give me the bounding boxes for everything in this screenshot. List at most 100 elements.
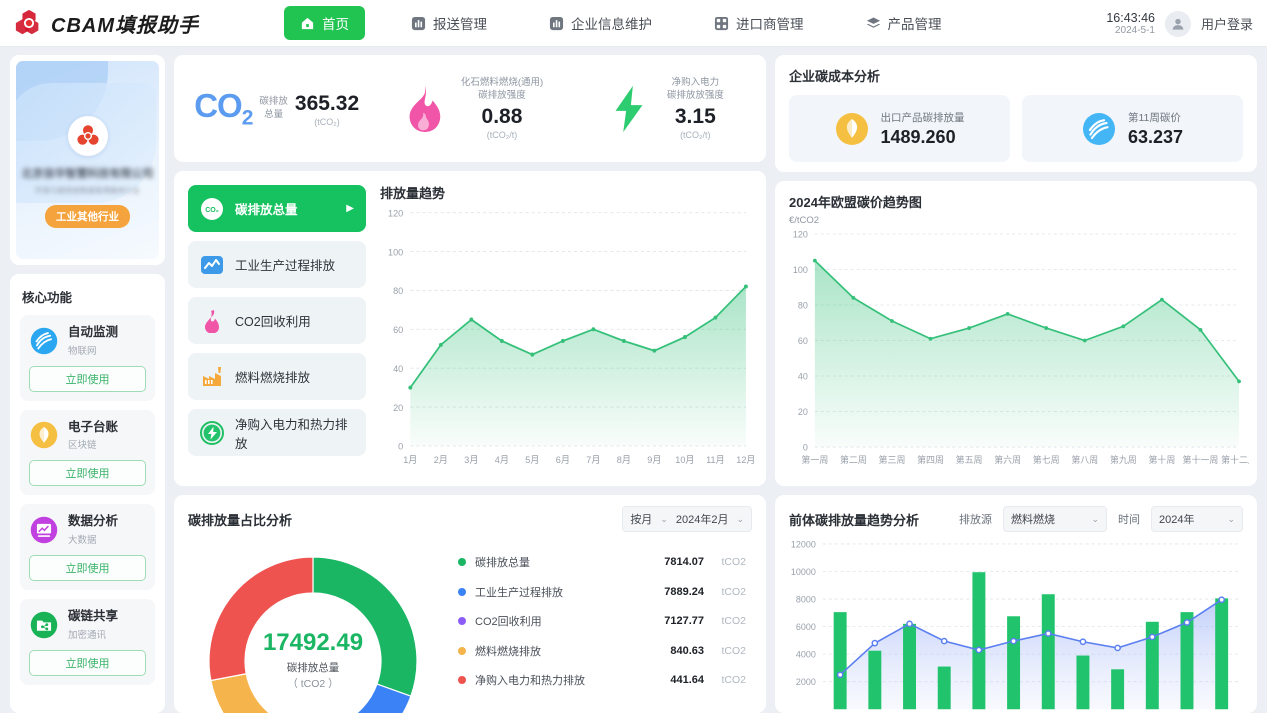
legend-row[interactable]: 碳排放总量 7814.07 tCO2 (458, 554, 746, 570)
carbon-cost-card: 企业碳成本分析 出口产品碳排放量 1489.260 (775, 55, 1257, 172)
svg-text:12000: 12000 (791, 539, 816, 549)
precursor-time-label: 时间 (1118, 514, 1140, 526)
brand: CBAM填报助手 (14, 8, 199, 38)
eu-price-axis-unit: €/tCO2 (789, 215, 820, 226)
source-item-total[interactable]: CO₂ 碳排放总量 ▶ (188, 185, 366, 232)
source-label: 净购入电力和热力排放 (235, 417, 348, 451)
legend-color-dot (458, 617, 466, 625)
feature-desc: 加密通讯 (68, 629, 107, 641)
precursor-source-select[interactable]: 燃料燃烧 ⌄ (1003, 506, 1107, 532)
svg-text:第二周: 第二周 (840, 454, 867, 465)
legend-color-dot (458, 646, 466, 655)
feature-item-carbon-chain-share[interactable]: 碳链共享 加密通讯 立即使用 (20, 598, 155, 685)
legend-unit: tCO2 (721, 674, 746, 686)
legend-value: 7127.77 (664, 615, 704, 627)
bolt-icon (603, 83, 655, 135)
source-item-co2-recycle[interactable]: CO2回收利用 (188, 297, 366, 344)
company-industry-tag: 工业其他行业 (45, 205, 130, 228)
sidebar: 北京信华智慧科技有限公司 环保与碳排放数据管理服务行业 工业其他行业 核心功能 (10, 55, 165, 713)
clock-time: 16:43:46 (1106, 10, 1155, 25)
svg-text:第五周: 第五周 (956, 454, 983, 465)
legend-row[interactable]: 净购入电力和热力排放 441.64 tCO2 (458, 672, 746, 688)
feature-use-button[interactable]: 立即使用 (29, 554, 146, 581)
kpi-value: 0.88 (481, 104, 523, 128)
kpi-label-line1: 化石燃料燃烧(通用) (460, 77, 544, 89)
nav-item-report[interactable]: 报送管理 (395, 6, 503, 40)
cost-label: 第11周碳价 (1127, 111, 1181, 124)
legend-label: CO2回收利用 (475, 616, 542, 628)
svg-text:40: 40 (798, 372, 808, 382)
legend-value: 7889.24 (664, 585, 704, 598)
kpi-label-line2: 总量 (264, 108, 284, 120)
period-select[interactable]: 按月 ⌄ 2024年2月 ⌄ (622, 506, 752, 532)
company-subtitle: 环保与碳排放数据管理服务行业 (35, 186, 140, 195)
precursor-time-select[interactable]: 2024年 ⌄ (1151, 506, 1243, 532)
source-item-power-heat[interactable]: 净购入电力和热力排放 (188, 409, 366, 456)
legend-label: 工业生产过程排放 (475, 586, 563, 599)
clock: 16:43:46 2024-5-1 (1106, 11, 1155, 37)
svg-text:0: 0 (398, 441, 403, 451)
legend-unit: tCO2 (721, 615, 746, 627)
kpi-unit: (tCO₂/t) (486, 129, 518, 140)
svg-text:第九周: 第九周 (1110, 454, 1137, 465)
svg-text:第六周: 第六周 (994, 454, 1021, 465)
svg-text:第四周: 第四周 (917, 454, 944, 465)
precursor-plot: 2000 4000 6000 8000 10000 12000 (775, 532, 1257, 713)
report-icon (411, 16, 426, 31)
legend-value: 441.64 (670, 674, 704, 686)
chevron-down-icon: ⌄ (660, 513, 668, 524)
svg-text:4000: 4000 (796, 650, 816, 660)
user-avatar-icon[interactable] (1164, 10, 1191, 37)
kpi-label-line2: 碳排放强度 (478, 90, 526, 101)
feature-use-button[interactable]: 立即使用 (29, 460, 146, 487)
feature-use-button[interactable]: 立即使用 (29, 649, 146, 676)
nav-item-product[interactable]: 产品管理 (850, 6, 958, 40)
svg-text:0: 0 (803, 443, 808, 453)
feature-name: 电子台账 (68, 419, 119, 434)
feature-desc: 区块链 (68, 440, 97, 452)
importer-icon (714, 16, 729, 31)
svg-text:第一周: 第一周 (801, 454, 828, 465)
legend-row[interactable]: 燃料燃烧排放 840.63 tCO2 (458, 643, 746, 659)
legend-row[interactable]: CO2回收利用 7127.77 tCO2 (458, 613, 746, 629)
feature-item-auto-monitor[interactable]: 自动监测 物联网 立即使用 (20, 315, 155, 401)
feature-use-button[interactable]: 立即使用 (29, 365, 146, 392)
industry-chart-icon (200, 253, 224, 277)
emission-trend-title: 排放量趋势 (380, 186, 446, 201)
nav-item-home[interactable]: 首页 (284, 6, 365, 40)
user-login-label[interactable]: 用户登录 (1200, 17, 1253, 32)
svg-text:1月: 1月 (403, 455, 417, 465)
cost-box-export-emission: 出口产品碳排放量 1489.260 (789, 95, 1010, 162)
svg-text:9月: 9月 (647, 455, 661, 465)
svg-text:第十周: 第十周 (1148, 454, 1175, 465)
nav-item-enterprise[interactable]: 企业信息维护 (533, 6, 668, 40)
source-item-fuel-combustion[interactable]: 燃料燃烧排放 (188, 353, 366, 400)
legend-value: 840.63 (670, 644, 704, 657)
cbam-logo-icon (14, 8, 44, 38)
source-label: 工业生产过程排放 (235, 259, 336, 273)
chevron-down-icon: ⌄ (1227, 513, 1235, 524)
feature-name: 自动监测 (68, 325, 119, 339)
co2-text-icon: CO2 (194, 86, 253, 130)
carbon-cost-title: 企业碳成本分析 (789, 69, 881, 84)
svg-text:2月: 2月 (434, 455, 448, 465)
nav-item-importer[interactable]: 进口商管理 (698, 6, 820, 40)
core-features-list: 自动监测 物联网 立即使用 (20, 315, 155, 685)
page-body: 北京信华智慧科技有限公司 环保与碳排放数据管理服务行业 工业其他行业 核心功能 (0, 47, 1267, 713)
emission-share-card: 碳排放量占比分析 按月 ⌄ 2024年2月 ⌄ 174 (174, 495, 766, 713)
monitor-wave-icon (29, 326, 59, 356)
svg-text:20: 20 (393, 403, 403, 413)
legend-row[interactable]: 工业生产过程排放 7889.24 tCO2 (458, 584, 746, 600)
center-column: CO2 碳排放 总量 365.32 (tCO₂) (174, 55, 766, 713)
cost-value: 1489.260 (880, 126, 956, 147)
source-item-industrial[interactable]: 工业生产过程排放 (188, 241, 366, 288)
right-column: 企业碳成本分析 出口产品碳排放量 1489.260 (775, 55, 1257, 713)
svg-text:80: 80 (798, 300, 808, 310)
svg-text:第七周: 第七周 (1033, 454, 1060, 465)
feature-item-e-ledger[interactable]: 电子台账 区块链 立即使用 (20, 409, 155, 496)
svg-text:2000: 2000 (796, 677, 816, 687)
source-label: 碳排放总量 (235, 203, 298, 217)
svg-text:3月: 3月 (464, 455, 478, 465)
feature-item-data-analysis[interactable]: 数据分析 大数据 立即使用 (20, 504, 155, 590)
